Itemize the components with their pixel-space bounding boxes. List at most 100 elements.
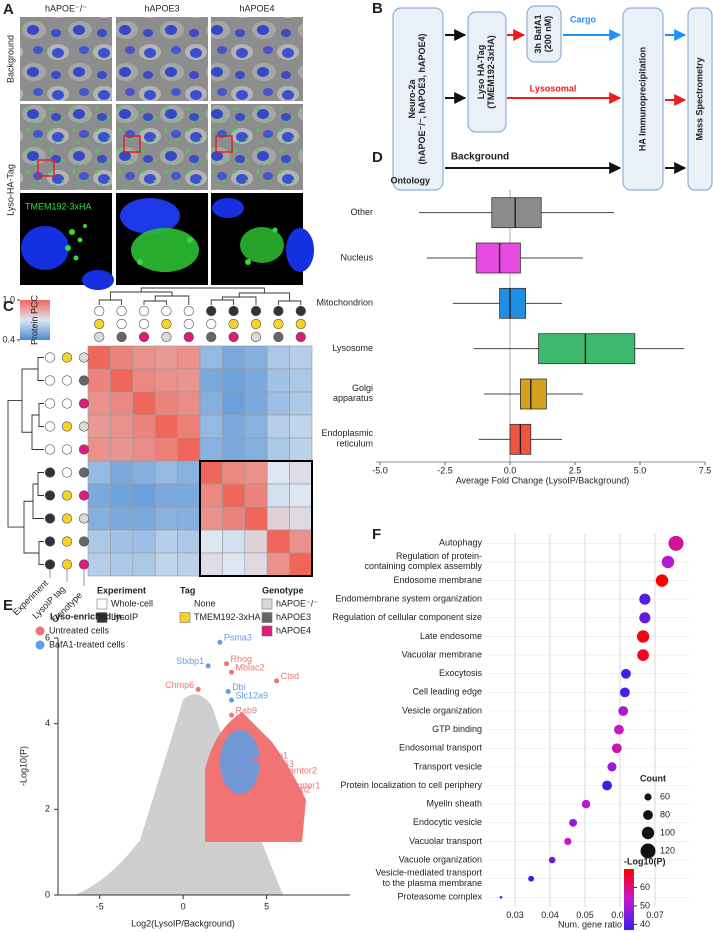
x-tick-label: 0.06 <box>611 910 629 920</box>
box-text: HA Immunoprecipitation <box>637 47 647 151</box>
x-tick-label: 5 <box>264 901 269 911</box>
colorbar-tick-label: 50 <box>640 900 650 910</box>
annotation-dot <box>273 305 284 317</box>
heatmap-cell <box>199 437 223 462</box>
y-tick-label: Endoplasmic reticulum <box>321 429 373 449</box>
dot <box>564 837 572 845</box>
annotation-dot <box>61 536 73 547</box>
flow-box <box>687 7 713 191</box>
annotation-dot <box>61 559 73 570</box>
heatmap-cell <box>110 345 134 370</box>
heatmap-cell <box>154 345 178 370</box>
annotation-dot <box>273 318 284 330</box>
annotation-dot <box>295 318 306 330</box>
annotation-dot <box>44 352 56 363</box>
annotation-dot <box>78 421 90 432</box>
heatmap-cell <box>87 506 111 531</box>
heatmap-cell <box>266 483 290 508</box>
zoom-box <box>37 159 55 177</box>
heatmap-cell <box>244 552 268 577</box>
legend-label: Whole-cell <box>111 598 153 608</box>
legend-label: 100 <box>660 827 675 837</box>
legend-swatch <box>261 598 273 610</box>
category-label: Vesicle organization <box>402 705 482 715</box>
nucleus <box>286 228 314 272</box>
legend-label: 60 <box>660 791 670 801</box>
heatmap-cell <box>199 529 223 554</box>
box <box>475 242 521 274</box>
point <box>225 689 231 695</box>
dot <box>614 724 624 735</box>
x-tick-label: 7.5 <box>699 465 712 475</box>
dot <box>602 780 612 791</box>
heatmap-cell <box>177 506 201 531</box>
colorbar <box>624 869 634 930</box>
legend-marker <box>35 626 45 636</box>
heatmap-cell <box>177 345 201 370</box>
column-title: hAPOE4 <box>239 3 274 13</box>
column-dendrogram <box>98 287 302 305</box>
annotation-dot <box>273 331 284 343</box>
annotation-dot <box>44 536 56 547</box>
point-label: Dbi <box>232 682 246 692</box>
annotation-dot <box>78 398 90 409</box>
annotation-dot <box>78 467 90 478</box>
legend-label: Untreated cells <box>49 625 110 635</box>
y-tick-label: 0 <box>45 889 50 899</box>
heatmap-cell <box>266 506 290 531</box>
legend-marker <box>640 843 656 859</box>
x-tick-label: 2.5 <box>569 465 582 475</box>
point-label: Psma3 <box>224 633 252 643</box>
heatmap-cell <box>87 345 111 370</box>
annotation-dot <box>116 305 127 317</box>
column-title: hAPOE⁻/⁻ <box>45 3 87 13</box>
annotation-dot <box>61 352 73 363</box>
legend-title: -Log10(P) <box>624 856 666 866</box>
y-tick-label: Nucleus <box>340 252 373 262</box>
y-tick-label: Mitochondrion <box>316 298 373 308</box>
colorbar-tick-label: 0.4 <box>2 334 15 344</box>
colorbar-tick-label: 40 <box>640 919 650 929</box>
annotation-dot <box>44 467 56 478</box>
annotation-dot <box>206 318 217 330</box>
annotation-dot <box>44 398 56 409</box>
annotation-dot <box>183 318 194 330</box>
legend-title: Genotype <box>262 585 304 595</box>
flow-box <box>526 5 562 63</box>
annotation-dot <box>78 536 90 547</box>
annotation-dot <box>116 318 127 330</box>
micrograph <box>211 17 303 101</box>
heatmap-cell <box>222 552 246 577</box>
colorbar-tick-label: 60 <box>640 882 650 892</box>
dot <box>548 856 556 864</box>
category-label: Exocytosis <box>439 668 483 678</box>
nucleus <box>82 270 114 290</box>
heatmap-cell <box>154 368 178 393</box>
annotation-dot <box>61 490 73 501</box>
heatmap-cell <box>177 414 201 439</box>
heatmap-cell <box>289 437 313 462</box>
panel-label: C <box>3 298 14 315</box>
annotation-dot <box>228 305 239 317</box>
nucleus <box>120 198 180 234</box>
x-tick-label: 0.07 <box>646 910 664 920</box>
category-label: Protein localization to cell periphery <box>340 780 482 790</box>
legend-marker <box>644 793 652 801</box>
heatmap-cell <box>222 506 246 531</box>
legend-label: BafA1-treated cells <box>49 639 126 649</box>
annotation-dot <box>183 305 194 317</box>
heatmap-cell <box>244 391 268 416</box>
annotation-dot <box>78 375 90 386</box>
heatmap-cell <box>87 529 111 554</box>
legend-label: LysoIP <box>111 612 138 622</box>
annotation-dot <box>44 490 56 501</box>
annotation-dot <box>44 421 56 432</box>
x-tick-label: -5 <box>96 901 104 911</box>
heatmap-cell <box>199 391 223 416</box>
dot <box>639 593 651 605</box>
heatmap-cell <box>222 460 246 485</box>
heatmap-cell <box>154 391 178 416</box>
point <box>229 669 235 675</box>
panel-label: E <box>3 597 13 614</box>
box-text: 3h BafA1(200 nM) <box>533 14 553 53</box>
